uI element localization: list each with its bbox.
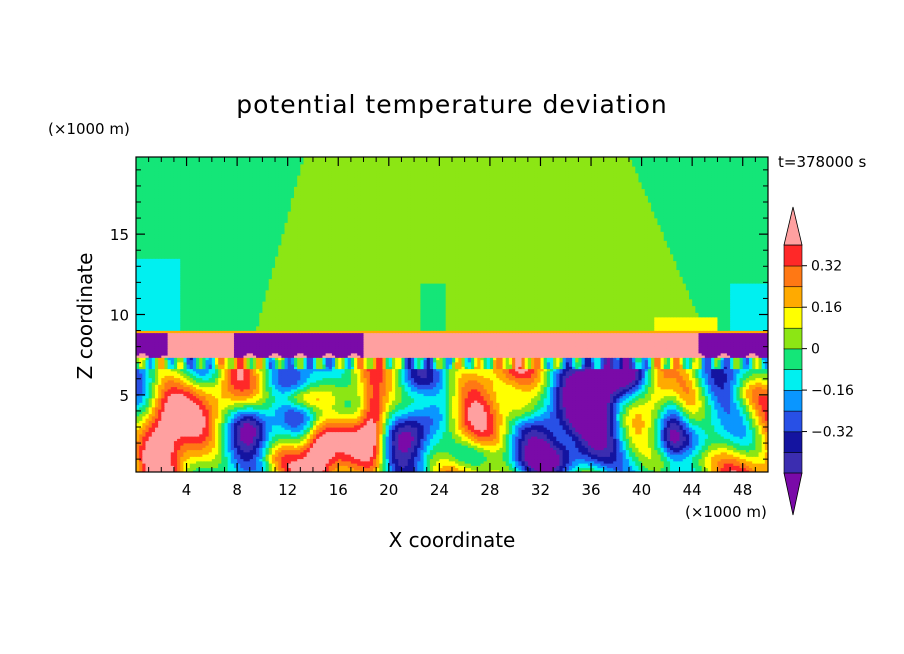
y-tick-label: 15 <box>110 226 129 244</box>
x-axis-label: X coordinate <box>389 528 516 552</box>
y-unit-label: (×1000 m) <box>48 120 130 138</box>
x-tick-label: 20 <box>379 481 398 499</box>
time-label: t=378000 s <box>778 153 866 171</box>
x-tick-label: 16 <box>329 481 348 499</box>
colorbar: 0.32 0.16 0 −0.16 −0.32 <box>783 206 854 516</box>
x-tick-label: 44 <box>683 481 702 499</box>
colorbar-min-extend <box>783 472 803 516</box>
x-tick-label: 32 <box>531 481 550 499</box>
colorbar-segment <box>783 431 803 453</box>
colorbar-segment <box>783 369 803 391</box>
x-tick-label: 4 <box>182 481 192 499</box>
x-tick-label: 12 <box>278 481 297 499</box>
colorbar-segment <box>783 327 803 350</box>
colorbar-tick-label: −0.32 <box>811 425 854 441</box>
colorbar-tick-label: −0.16 <box>811 383 854 399</box>
x-tick-label: 28 <box>480 481 499 499</box>
colorbar-segment <box>783 410 803 433</box>
colorbar-max-extend <box>783 206 803 246</box>
colorbar-segment <box>783 306 803 329</box>
x-unit-label: (×1000 m) <box>685 503 767 521</box>
y-axis-label: Z coordinate <box>73 253 97 380</box>
colorbar-segment <box>783 348 803 370</box>
y-tick-label: 10 <box>110 307 129 325</box>
colorbar-segment <box>783 286 803 308</box>
x-tick-label: 24 <box>430 481 449 499</box>
chart-title: potential temperature deviation <box>236 90 667 119</box>
heatmap-field <box>136 157 768 472</box>
colorbar-segment <box>783 244 803 267</box>
y-tick-label: 5 <box>119 387 129 405</box>
colorbar-segment <box>783 265 803 288</box>
colorbar-tick-label: 0.32 <box>811 259 842 275</box>
x-tick-label: 36 <box>581 481 600 499</box>
x-tick-label: 48 <box>733 481 752 499</box>
colorbar-tick-label: 0 <box>811 342 820 358</box>
colorbar-tick-label: 0.16 <box>811 300 842 316</box>
colorbar-segment <box>783 451 803 474</box>
colorbar-segment <box>783 389 803 412</box>
x-tick-label: 40 <box>632 481 651 499</box>
x-tick-label: 8 <box>232 481 242 499</box>
